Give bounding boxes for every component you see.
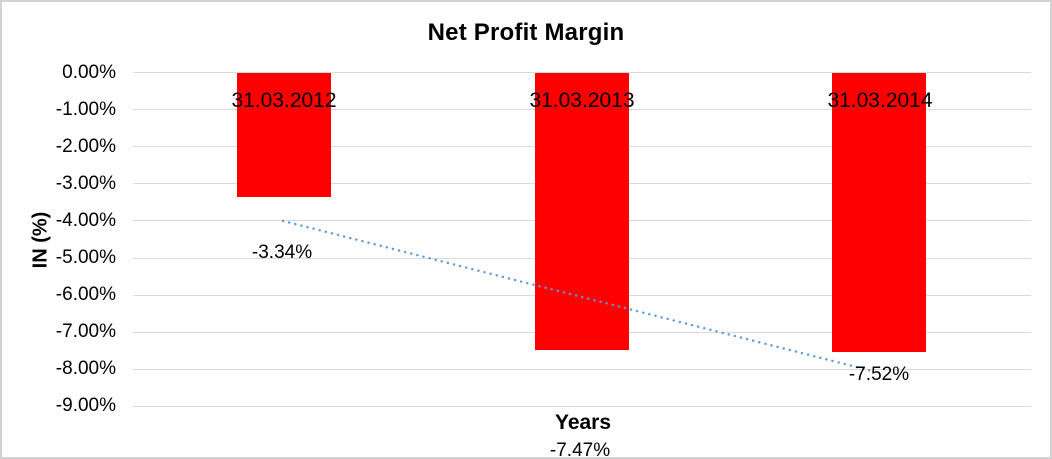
- y-axis-tick-label: -8.00%: [55, 358, 116, 379]
- gridline: [133, 406, 1031, 407]
- data-label-2013: -7.47%: [549, 440, 611, 459]
- data-label-2014: -7.52%: [848, 364, 910, 385]
- bar-2013: [535, 73, 629, 351]
- y-axis-tick-label: -2.00%: [55, 136, 116, 157]
- bar-2012: [237, 73, 331, 197]
- chart-title: Net Profit Margin: [427, 19, 625, 46]
- x-axis-title: Years: [554, 411, 612, 434]
- category-label-2013: 31.03.2013: [529, 89, 635, 112]
- y-axis-tick-label: -4.00%: [55, 210, 116, 231]
- y-axis-tick-label: -7.00%: [55, 321, 116, 342]
- bar-2014: [832, 73, 926, 352]
- y-axis-tick-label: -9.00%: [55, 395, 116, 416]
- category-label-2014: 31.03.2014: [827, 89, 933, 112]
- y-axis-tick-label: 0.00%: [62, 62, 116, 83]
- y-axis-tick-label: -5.00%: [55, 247, 116, 268]
- category-label-2012: 31.03.2012: [231, 89, 337, 112]
- y-axis-tick-label: -6.00%: [55, 284, 116, 305]
- y-axis-tick-label: -3.00%: [55, 173, 116, 194]
- y-axis-title: IN (%): [29, 211, 52, 269]
- data-label-2012: -3.34%: [251, 242, 313, 263]
- gridline: [133, 72, 1031, 73]
- y-axis-tick-label: -1.00%: [55, 99, 116, 120]
